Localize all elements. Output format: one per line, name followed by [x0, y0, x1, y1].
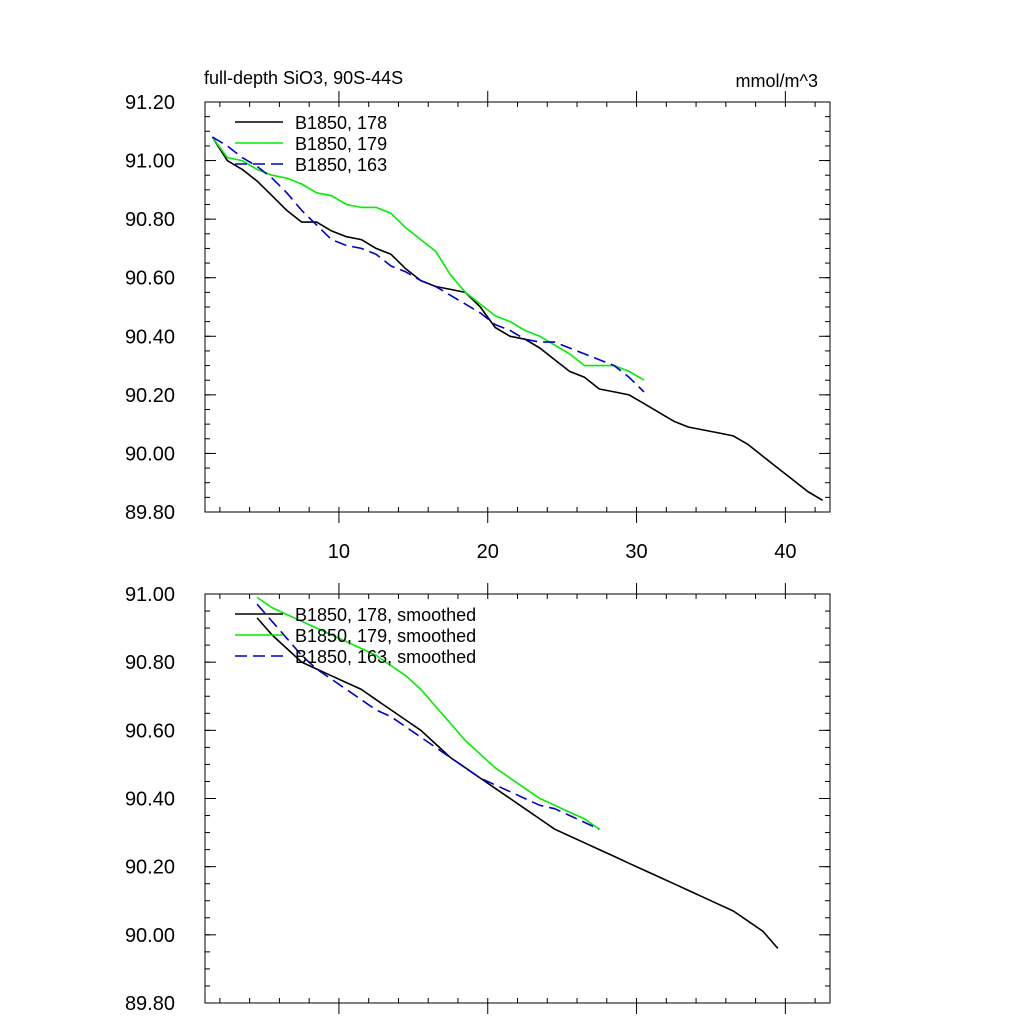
- y-tick-label: 90.40: [125, 326, 175, 348]
- y-tick-label: 90.00: [125, 443, 175, 465]
- legend-label-1: B1850, 178, smoothed: [295, 605, 476, 625]
- top-panel: 89.80 90.00 90.20 90.40 90.60 90.80 91.00 91.20…: [125, 91, 831, 563]
- series-line-3: [211, 136, 645, 393]
- x-tick-label: 10: [328, 541, 350, 563]
- legend-label-3: B1850, 163: [295, 155, 387, 175]
- y-tick-label: 89.80: [125, 502, 175, 524]
- y-tick-label: 90.60: [125, 720, 175, 742]
- y-tick-label: 90.80: [125, 209, 175, 231]
- chart-title: full-depth SiO3, 90S-44S: [204, 68, 403, 88]
- x-tick-label: 30: [625, 541, 647, 563]
- series-line-2: [211, 136, 645, 381]
- x-tick-label: 20: [477, 541, 499, 563]
- series-line-2: [256, 596, 600, 830]
- series-line-1: [211, 136, 824, 501]
- y-tick-label: 90.80: [125, 652, 175, 674]
- bottom-panel: 89.80 90.00 90.20 90.40 90.60 90.80 91.00 B1850…: [125, 583, 831, 1015]
- legend-label-2: B1850, 179: [295, 134, 387, 154]
- y-tick-label: 90.00: [125, 925, 175, 947]
- legend-label-1: B1850, 178: [295, 113, 387, 133]
- series-line-3: [256, 603, 600, 830]
- legend-label-2: B1850, 179, smoothed: [295, 626, 476, 646]
- y-tick-label: 91.00: [125, 584, 175, 606]
- y-tick-label: 91.20: [125, 92, 175, 114]
- y-tick-label: 90.20: [125, 857, 175, 879]
- units-label: mmol/m^3: [736, 71, 818, 91]
- series-line-1: [256, 617, 779, 950]
- legend-label-3: B1850, 163, smoothed: [295, 647, 476, 667]
- y-tick-label: 89.80: [125, 993, 175, 1015]
- x-tick-label: 40: [774, 541, 796, 563]
- y-tick-label: 91.00: [125, 151, 175, 173]
- y-tick-label: 90.20: [125, 385, 175, 407]
- y-tick-label: 90.60: [125, 268, 175, 290]
- y-tick-label: 90.40: [125, 789, 175, 811]
